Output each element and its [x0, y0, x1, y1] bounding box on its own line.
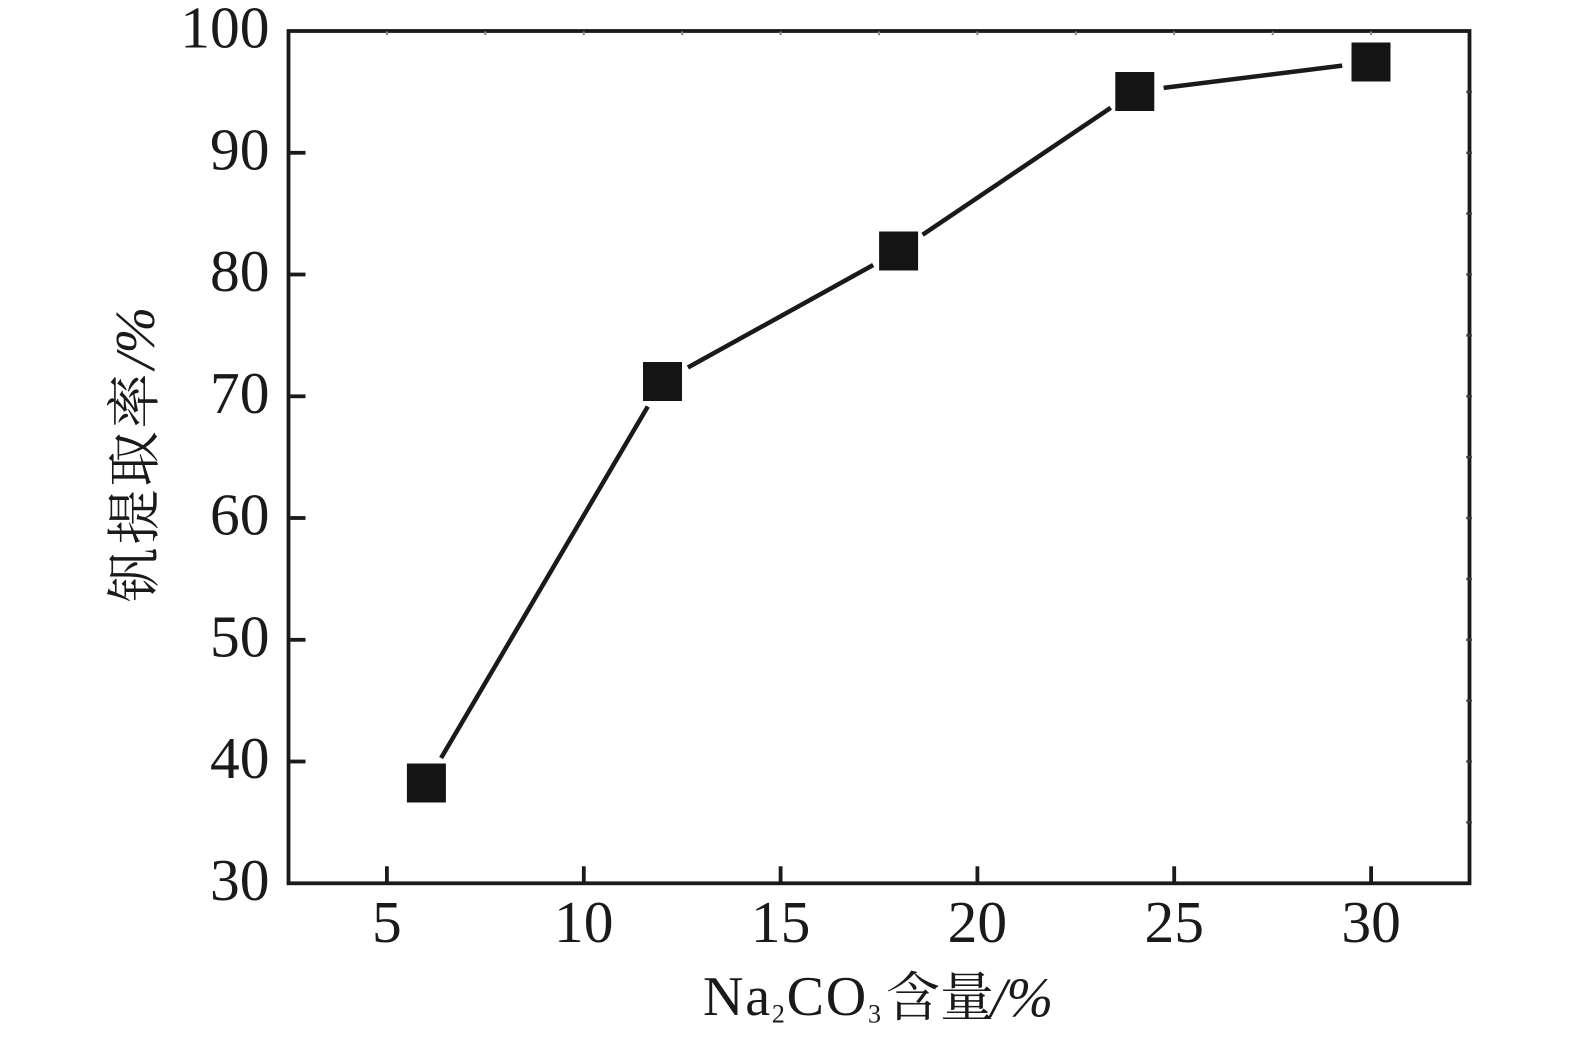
svg-text:/%: /% — [988, 968, 1053, 1030]
svg-text:10: 10 — [554, 889, 614, 955]
svg-text:100: 100 — [180, 0, 269, 61]
svg-text:90: 90 — [210, 116, 270, 182]
svg-text:40: 40 — [210, 725, 270, 791]
svg-text:15: 15 — [751, 889, 811, 955]
svg-text:60: 60 — [210, 482, 270, 548]
svg-text:30: 30 — [1341, 889, 1401, 955]
svg-text:25: 25 — [1144, 889, 1204, 955]
svg-text:70: 70 — [210, 360, 270, 426]
svg-text:80: 80 — [210, 238, 270, 304]
svg-text:20: 20 — [948, 889, 1008, 955]
svg-text:50: 50 — [210, 603, 270, 669]
svg-text:Na2CO3: Na2CO3 — [703, 966, 881, 1029]
svg-text:5: 5 — [372, 889, 402, 955]
svg-text:30: 30 — [210, 847, 270, 913]
svg-text:/%: /% — [105, 307, 167, 372]
